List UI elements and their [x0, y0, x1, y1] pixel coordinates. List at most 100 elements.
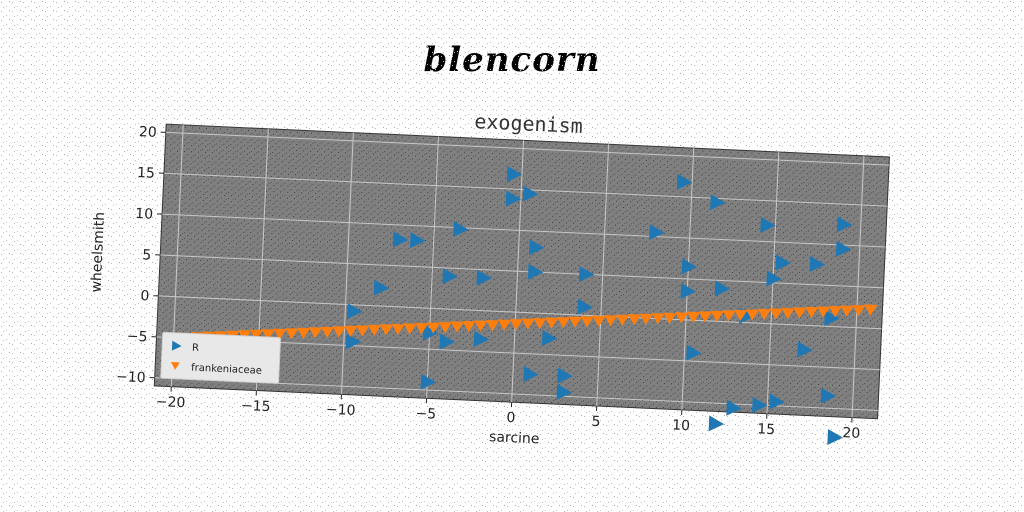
frankeniaceae-point — [769, 308, 783, 320]
frankeniaceae-point — [604, 315, 618, 327]
frankeniaceae-point — [273, 328, 287, 340]
frankeniaceae-point — [391, 323, 405, 336]
r-point — [578, 266, 595, 283]
frankeniaceae-point — [356, 325, 370, 337]
y-tick-label: 0 — [140, 288, 150, 304]
y-tick-label: 20 — [139, 124, 158, 141]
y-grid-line — [160, 254, 884, 289]
frankeniaceae-point — [663, 312, 677, 324]
frankeniaceae-point — [344, 325, 358, 337]
r-point — [708, 415, 725, 432]
r-point — [577, 298, 593, 315]
frankeniaceae-point — [261, 329, 275, 341]
frankeniaceae-point — [320, 326, 334, 338]
frankeniaceae-point — [521, 318, 535, 330]
frankeniaceae-point — [379, 324, 393, 336]
frankeniaceae-point — [805, 306, 819, 319]
r-point — [769, 393, 785, 410]
x-tick-label: 15 — [757, 421, 776, 438]
frankeniaceae-point — [651, 313, 665, 325]
legend-label: R — [192, 343, 199, 354]
frankeniaceae-point — [817, 306, 831, 318]
y-tick-label: −5 — [126, 328, 147, 345]
x-tick-label: −5 — [415, 406, 436, 423]
legend-box — [160, 331, 282, 384]
r-point — [827, 428, 843, 445]
r-point — [557, 367, 573, 384]
frankeniaceae-point — [309, 327, 322, 339]
r-point — [476, 269, 492, 286]
x-tick-label: −15 — [241, 398, 271, 415]
axis-ticks: −20 −15 −10 −5 0 5 10 15 20 −10 −5 0 5 10 15 20 — [116, 124, 861, 442]
r-point — [453, 221, 469, 237]
r-point — [752, 396, 768, 413]
frankeniaceae-point — [557, 316, 571, 329]
frankeniaceae-point — [285, 328, 299, 340]
frankeniaceae-point — [722, 310, 736, 322]
r-point — [809, 256, 826, 273]
frankeniaceae-point — [462, 320, 476, 333]
r-point — [345, 333, 362, 350]
r-point — [420, 373, 437, 390]
frankeniaceae-point — [486, 319, 500, 332]
r-point — [726, 399, 742, 416]
r-point — [523, 365, 539, 382]
r-point — [527, 263, 544, 280]
frankeniaceae-point — [592, 315, 606, 327]
frankeniaceae-point — [840, 305, 854, 317]
frankeniaceae-point — [675, 312, 689, 324]
frankeniaceae-point — [438, 321, 452, 334]
legend-label: frankeniaceae — [191, 363, 262, 377]
x-axis-label: sarcine — [489, 429, 540, 447]
r-point — [797, 341, 813, 358]
chart-title: exogenism — [474, 109, 583, 138]
r-point — [824, 309, 840, 326]
x-tick-label: 10 — [672, 417, 691, 434]
y-tick-label: −10 — [116, 369, 146, 386]
r-point — [681, 258, 698, 275]
r-point — [439, 333, 455, 350]
r-point — [442, 268, 458, 285]
y-grid-line — [165, 131, 890, 166]
frankeniaceae-point — [450, 321, 464, 333]
r-point — [835, 240, 852, 257]
frankeniaceae-point — [568, 316, 582, 328]
r-point — [422, 324, 439, 341]
frankeniaceae-point — [852, 304, 866, 317]
r-point — [686, 344, 702, 361]
y-grid-line — [162, 213, 886, 248]
r-point — [556, 383, 573, 400]
frankeniaceae-point — [427, 322, 441, 334]
r-point — [775, 254, 792, 271]
frankeniaceae-point — [403, 323, 417, 335]
frankeniaceae-point — [746, 309, 760, 321]
r-point — [506, 166, 523, 183]
y-grid-line — [158, 295, 882, 330]
y-tick-label: 10 — [135, 206, 154, 223]
frankeniaceae-point — [627, 314, 641, 326]
r-point — [528, 239, 545, 256]
r-point — [649, 224, 665, 241]
r-point — [473, 330, 490, 347]
x-tick-label: 5 — [591, 414, 601, 430]
r-point — [347, 303, 363, 320]
frankeniaceae-point — [698, 311, 712, 323]
frankeniaceae-point — [580, 315, 594, 328]
frankeniaceae-point — [533, 317, 547, 330]
r-point — [710, 194, 726, 211]
frankeniaceae-point — [545, 317, 559, 329]
r-point — [680, 282, 697, 299]
frankeniaceae-point — [509, 318, 523, 331]
frankeniaceae-point — [474, 320, 488, 332]
legend-marker — [171, 340, 182, 351]
frankeniaceae-point — [864, 304, 878, 316]
frankeniaceae-point — [639, 313, 653, 325]
r-point — [541, 329, 558, 346]
r-point — [373, 279, 390, 296]
r-point — [676, 173, 693, 190]
frankeniaceae-point — [828, 305, 842, 318]
r-point — [409, 232, 426, 249]
frankeniaceae-point — [734, 309, 748, 322]
